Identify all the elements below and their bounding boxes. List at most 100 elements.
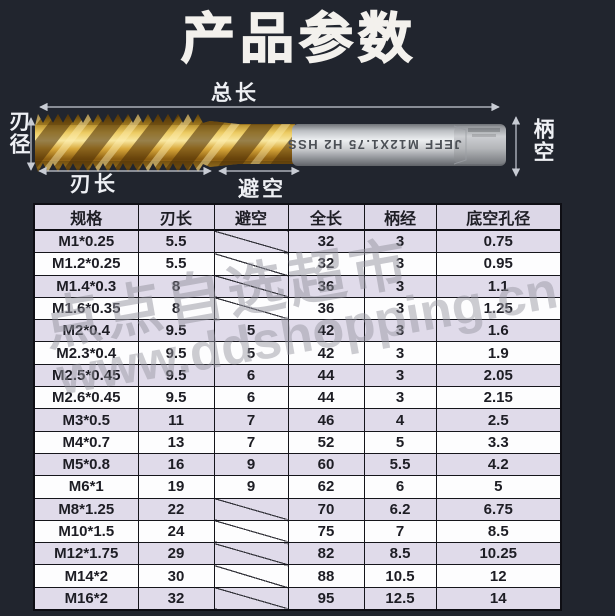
cell: 10.25: [435, 542, 562, 566]
cell: 30: [137, 564, 215, 588]
cell: 32: [287, 229, 365, 254]
cell: M8*1.25: [33, 497, 139, 521]
cell: 5.5: [363, 452, 437, 477]
cell: 5: [213, 341, 289, 365]
spec-table-body: M1*0.25 5.5 32 3 0.75 M1.2*0.25 5.5 32 3 0.95 M1.4…: [33, 229, 562, 611]
table-row: M8*1.25 22 70 6.2 6.75: [33, 497, 562, 521]
cell: 9.5: [137, 319, 215, 343]
cell: 8.5: [363, 542, 437, 566]
cell: 42: [287, 341, 365, 365]
cell: M10*1.5: [33, 519, 139, 544]
tap-square-drive: [454, 126, 506, 164]
cell-not-applicable: [213, 296, 289, 321]
cell: M1.4*0.3: [33, 274, 139, 298]
cell: 5.5: [137, 252, 215, 276]
cell: 70: [287, 497, 365, 521]
cell: 44: [287, 363, 365, 388]
cell: M5*0.8: [33, 452, 139, 477]
cell-not-applicable: [213, 519, 289, 544]
cell-not-applicable: [213, 252, 289, 276]
cell: 3: [363, 274, 437, 298]
cell: 3: [363, 341, 437, 365]
cell: 3: [363, 319, 437, 343]
cell: 4.2: [435, 452, 562, 477]
cell: 9.5: [137, 363, 215, 388]
cell: 6.2: [363, 497, 437, 521]
cell: 3: [363, 296, 437, 321]
table-row: M6*1 19 9 62 6 5: [33, 475, 562, 499]
cell-not-applicable: [213, 542, 289, 566]
cell: 82: [287, 542, 365, 566]
cell: 42: [287, 319, 365, 343]
cell: 3: [363, 363, 437, 388]
cell: 0.95: [435, 252, 562, 276]
table-row: M10*1.5 24 75 7 8.5: [33, 519, 562, 544]
spec-header-row: 规格 刃长 避空 全长 柄经 底空孔径: [33, 203, 562, 231]
dim-label-blade-diameter: 刃径: [7, 110, 30, 156]
cell: 22: [137, 497, 215, 521]
cell: 12.5: [363, 586, 437, 611]
cell: 3.3: [435, 430, 562, 454]
cell: 1.9: [435, 341, 562, 365]
cell: 8.5: [435, 519, 562, 544]
cell: 1.25: [435, 296, 562, 321]
table-row: M2.6*0.45 9.5 6 44 3 2.15: [33, 386, 562, 410]
cell: M4*0.7: [33, 430, 139, 454]
cell: 3: [363, 252, 437, 276]
cell: 0.75: [435, 229, 562, 254]
cell: 14: [435, 586, 562, 611]
cell: 95: [287, 586, 365, 611]
cell-not-applicable: [213, 564, 289, 588]
column-header: 避空: [213, 203, 289, 231]
table-row: M1.6*0.35 8 36 3 1.25: [33, 296, 562, 321]
cell: 44: [287, 386, 365, 410]
cell: 19: [137, 475, 215, 499]
cell: 1.6: [435, 319, 562, 343]
cell: 8: [137, 296, 215, 321]
table-row: M2.5*0.45 9.5 6 44 3 2.05: [33, 363, 562, 388]
column-header: 底空孔径: [435, 203, 562, 231]
table-row: M2.3*0.4 9.5 5 42 3 1.9: [33, 341, 562, 365]
cell: 12: [435, 564, 562, 588]
cell: M1.6*0.35: [33, 296, 139, 321]
table-row: M2*0.4 9.5 5 42 3 1.6: [33, 319, 562, 343]
cell: 13: [137, 430, 215, 454]
dim-label-total-length: 总长: [211, 82, 259, 105]
shank-marking-text: JEFF M12X1.75 H2 HSS: [286, 137, 461, 152]
dim-label-relief: 避空: [238, 178, 286, 201]
cell: 1.1: [435, 274, 562, 298]
cell: 2.15: [435, 386, 562, 410]
cell: M6*1: [33, 475, 139, 499]
cell: 3: [363, 386, 437, 410]
cell: 16: [137, 452, 215, 477]
cell: 36: [287, 296, 365, 321]
column-header: 刃长: [137, 203, 215, 231]
cell: 88: [287, 564, 365, 588]
cell-not-applicable: [213, 229, 289, 254]
table-row: M1.2*0.25 5.5 32 3 0.95: [33, 252, 562, 276]
cell: M2*0.4: [33, 319, 139, 343]
spec-table: 规格 刃长 避空 全长 柄经 底空孔径 M1*0.25 5.5 32 3 0.75 M1.2*0.2…: [33, 203, 562, 612]
cell: M14*2: [33, 564, 139, 588]
table-row: M12*1.75 29 82 8.5 10.25: [33, 542, 562, 566]
cell-not-applicable: [213, 586, 289, 611]
table-row: M1*0.25 5.5 32 3 0.75: [33, 229, 562, 254]
column-header: 规格: [33, 203, 139, 231]
cell: 5: [363, 430, 437, 454]
cell: M2.5*0.45: [33, 363, 139, 388]
cell: 46: [287, 408, 365, 432]
column-header: 全长: [287, 203, 365, 231]
tap-shank: JEFF M12X1.75 H2 HSS: [286, 124, 506, 166]
cell: 3: [363, 229, 437, 254]
cell: 60: [287, 452, 365, 477]
cell: 52: [287, 430, 365, 454]
column-header: 柄经: [363, 203, 437, 231]
cell-not-applicable: [213, 497, 289, 521]
cell: 7: [363, 519, 437, 544]
cell: 9: [213, 475, 289, 499]
cell: M1.2*0.25: [33, 252, 139, 276]
cell: 9.5: [137, 341, 215, 365]
cell: 7: [213, 430, 289, 454]
cell: 24: [137, 519, 215, 544]
